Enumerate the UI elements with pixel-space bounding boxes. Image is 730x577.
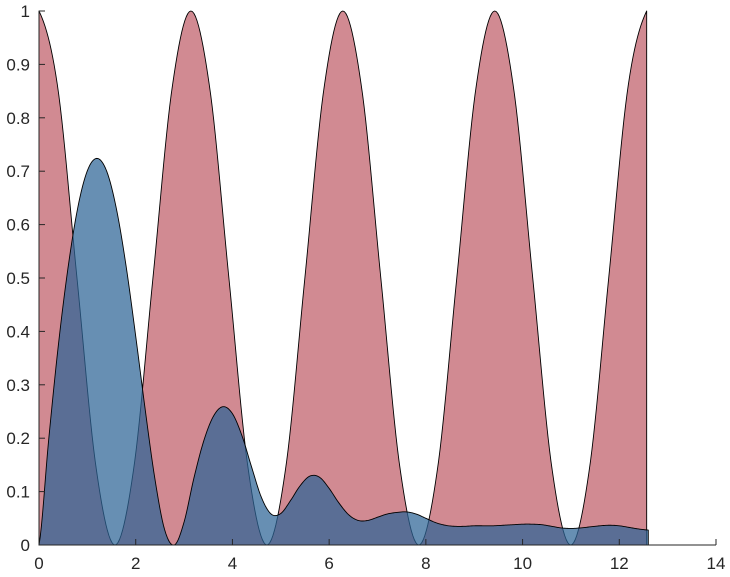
series-2-area: [38, 157, 649, 546]
series-layer: [38, 10, 649, 546]
x-tick-label: 14: [707, 554, 726, 573]
x-tick-label: 4: [228, 554, 237, 573]
x-tick-label: 0: [34, 554, 43, 573]
y-tick-label: 0.3: [6, 376, 30, 395]
y-tick-label: 0.4: [6, 322, 30, 341]
y-tick-label: 0.9: [6, 55, 30, 74]
x-tick-label: 8: [421, 554, 430, 573]
x-tick-label: 10: [513, 554, 532, 573]
x-tick-label: 12: [610, 554, 629, 573]
y-tick-label: 0: [21, 536, 30, 555]
y-tick-label: 0.8: [6, 109, 30, 128]
y-tick-label: 1: [21, 2, 30, 21]
y-tick-label: 0.7: [6, 162, 30, 181]
y-tick-label: 0.2: [6, 429, 30, 448]
x-tick-label: 6: [324, 554, 333, 573]
y-tick-label: 0.5: [6, 269, 30, 288]
x-tick-label: 2: [131, 554, 140, 573]
y-tick-label: 0.1: [6, 483, 30, 502]
y-tick-label: 0.6: [6, 216, 30, 235]
x-ticks: 0 2 4 6 8 10 12 14: [34, 539, 725, 573]
y-ticks: 0 0.1 0.2 0.3 0.4 0.5 0.6 0.7 0.8 0.9 1: [6, 2, 45, 555]
